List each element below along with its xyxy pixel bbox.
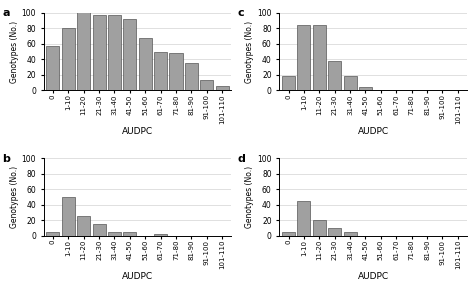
Bar [313,25,326,90]
Bar [344,76,356,90]
X-axis label: AUDPC: AUDPC [122,127,153,136]
X-axis label: AUDPC: AUDPC [357,272,389,281]
Bar [282,76,295,90]
Bar [313,220,326,236]
Text: b: b [2,154,10,164]
Y-axis label: Genotypes (No.): Genotypes (No.) [10,166,19,228]
Bar [328,61,341,90]
Y-axis label: Genotypes (No.): Genotypes (No.) [10,20,19,83]
Bar [201,80,213,90]
Bar [62,29,75,90]
X-axis label: AUDPC: AUDPC [357,127,389,136]
Bar [359,87,372,90]
Bar [344,232,356,236]
X-axis label: AUDPC: AUDPC [122,272,153,281]
Bar [170,53,182,90]
Bar [92,224,106,236]
Bar [77,9,90,90]
Text: c: c [238,8,245,18]
Y-axis label: Genotypes (No.): Genotypes (No.) [246,20,255,83]
Bar [328,228,341,236]
Bar [46,232,59,236]
Bar [62,197,75,236]
Bar [77,215,90,236]
Text: a: a [2,8,10,18]
Bar [123,19,137,90]
Bar [282,232,295,236]
Bar [297,201,310,236]
Bar [154,234,167,236]
Bar [108,232,121,236]
Bar [216,86,229,90]
Y-axis label: Genotypes (No.): Genotypes (No.) [246,166,255,228]
Bar [92,15,106,90]
Text: d: d [238,154,246,164]
Bar [139,39,152,90]
Bar [297,25,310,90]
Bar [108,15,121,90]
Bar [46,46,59,90]
Bar [154,52,167,90]
Bar [123,232,137,236]
Bar [185,63,198,90]
